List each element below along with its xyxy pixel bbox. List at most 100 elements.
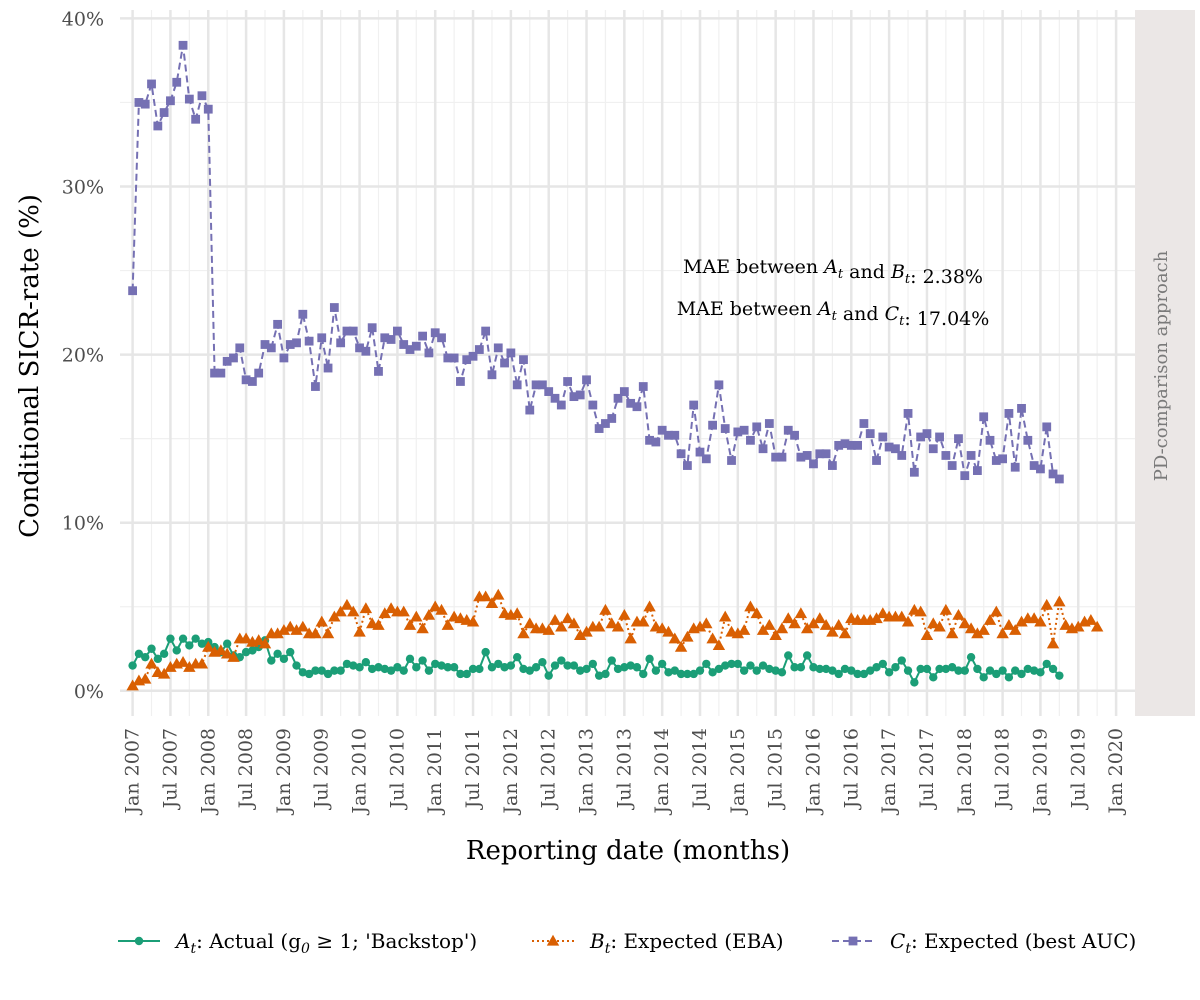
- x-tick-label: Jul 2015: [765, 728, 787, 810]
- x-tick-label: Jan 2020: [1105, 728, 1127, 816]
- data-point: [971, 627, 984, 639]
- data-point: [298, 309, 308, 319]
- data-point: [1009, 624, 1022, 635]
- data-point: [700, 617, 713, 629]
- data-point: [788, 617, 801, 629]
- x-tick-label: Jan 2014: [651, 728, 673, 816]
- data-point: [983, 613, 997, 625]
- data-point: [594, 671, 604, 680]
- data-point: [1002, 619, 1016, 630]
- data-point: [172, 646, 181, 655]
- data-point: [878, 659, 888, 669]
- data-point: [556, 400, 566, 410]
- data-point: [777, 668, 787, 677]
- data-point: [462, 669, 471, 679]
- data-point: [309, 627, 322, 639]
- data-point: [334, 605, 347, 617]
- data-point: [1027, 612, 1041, 624]
- data-point: [1046, 637, 1060, 649]
- data-point: [323, 363, 333, 373]
- data-point: [487, 663, 497, 672]
- data-point: [1054, 474, 1064, 484]
- data-point: [897, 656, 906, 665]
- data-point: [670, 430, 680, 440]
- data-point: [134, 98, 144, 107]
- x-axis-title: Reporting date (months): [466, 836, 790, 866]
- data-point: [624, 632, 637, 644]
- data-point: [267, 656, 276, 665]
- data-point: [859, 669, 869, 679]
- data-point: [1029, 461, 1039, 470]
- series-expected-best-auc-: [128, 40, 1064, 484]
- data-point: [714, 380, 724, 390]
- data-point: [927, 617, 940, 629]
- data-point: [153, 654, 163, 664]
- data-point: [771, 452, 781, 462]
- data-point: [876, 607, 890, 619]
- data-point: [227, 650, 240, 662]
- data-point: [719, 610, 732, 622]
- data-point: [866, 666, 875, 675]
- facet-strip-label: PD-comparison approach: [1151, 250, 1172, 481]
- data-point: [1090, 620, 1104, 632]
- data-point: [247, 377, 257, 386]
- data-point: [548, 613, 562, 625]
- data-point: [416, 622, 429, 634]
- data-point: [588, 400, 598, 410]
- data-point: [1072, 620, 1085, 632]
- data-point: [1040, 598, 1053, 610]
- data-point: [210, 368, 219, 378]
- x-tick-label: Jan 2011: [424, 728, 446, 816]
- data-point: [758, 661, 768, 670]
- data-point: [353, 625, 366, 637]
- legend-label: Bt: Expected (EBA): [589, 929, 784, 957]
- data-point: [384, 602, 398, 614]
- legend: At: Actual (g0 ≥ 1; 'Backstop') Bt: Expec…: [118, 929, 1136, 957]
- data-point: [525, 405, 535, 415]
- data-point: [1015, 615, 1028, 627]
- data-point: [197, 91, 207, 101]
- data-point: [284, 620, 297, 632]
- data-point: [664, 668, 673, 677]
- data-point: [752, 422, 762, 432]
- data-point: [437, 333, 446, 343]
- data-point: [336, 338, 346, 348]
- data-point: [941, 664, 951, 674]
- data-point: [359, 602, 373, 614]
- data-point: [537, 380, 547, 390]
- data-point: [800, 622, 814, 634]
- data-point: [479, 590, 492, 602]
- data-point: [273, 649, 282, 659]
- data-point: [695, 447, 705, 457]
- data-point: [575, 390, 585, 400]
- data-point: [777, 452, 787, 462]
- data-point: [914, 605, 927, 617]
- data-point: [492, 588, 505, 600]
- x-tick-label: Jan 2013: [576, 728, 598, 816]
- data-point: [1042, 659, 1051, 669]
- x-tick-label: Jul 2008: [235, 728, 257, 810]
- data-point: [449, 353, 459, 363]
- x-tick-label: Jan 2016: [802, 728, 824, 816]
- data-point: [140, 99, 150, 109]
- y-tick-label: 0%: [74, 681, 104, 703]
- data-point: [342, 326, 352, 336]
- data-point: [1042, 422, 1052, 432]
- data-point: [815, 449, 825, 459]
- x-tick-label: Jul 2009: [311, 728, 333, 810]
- data-point: [286, 647, 295, 657]
- data-point: [220, 647, 234, 659]
- data-point: [197, 639, 207, 648]
- x-tick-label: Jan 2017: [878, 728, 900, 816]
- data-point: [304, 336, 314, 346]
- data-point: [939, 603, 953, 615]
- data-point: [872, 456, 881, 465]
- data-point: [378, 607, 391, 619]
- data-point: [290, 624, 303, 635]
- data-point: [500, 358, 509, 368]
- data-point: [929, 673, 938, 682]
- data-point: [184, 94, 194, 104]
- data-point: [321, 627, 335, 639]
- series-line: [131, 45, 1060, 480]
- data-point: [941, 451, 951, 460]
